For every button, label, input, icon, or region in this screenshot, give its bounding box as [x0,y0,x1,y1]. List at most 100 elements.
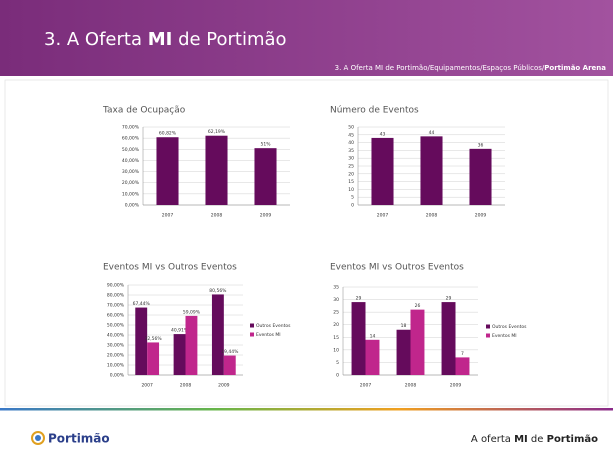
legend-label: Eventos MI [256,332,281,338]
legend-label: Outros Eventos [492,324,527,330]
data-label: 44 [429,130,435,136]
data-label: 80,56% [209,288,227,294]
y-tick-label: 50 [348,125,354,131]
y-tick-label: 20,00% [122,180,140,186]
header-band [0,0,613,76]
bar [441,302,456,375]
data-label: 60,82% [159,131,177,137]
legend-label: Outros Eventos [256,323,291,329]
data-label: 26 [415,303,421,309]
y-tick-label: 0,00% [125,203,140,209]
y-tick-label: 35 [333,285,339,291]
x-tick-label: 2009 [450,383,462,389]
data-label: 36 [478,142,484,148]
footer-line [0,408,613,411]
bar [351,302,366,375]
x-tick-label: 2009 [218,383,230,389]
bar [147,342,160,375]
data-label: 19,44% [221,349,239,355]
chart-title: Taxa de Ocupação [102,106,186,116]
footer-text: A oferta MI de Portimão [471,434,598,445]
footer-part: Portimão [547,434,599,445]
bar [254,148,277,205]
slide-title: 3. A Oferta MI de Portimão [44,29,287,50]
y-tick-label: 20,00% [107,353,125,359]
x-tick-label: 2009 [475,213,487,219]
bar [185,315,198,375]
y-tick-label: 10,00% [107,363,125,369]
y-tick-label: 25 [348,164,354,170]
logo-icon [31,431,45,445]
bar [396,329,411,375]
y-tick-label: 70,00% [107,303,125,309]
y-tick-label: 30,00% [107,343,125,349]
footer-part: MI [514,434,528,445]
y-tick-label: 10 [348,187,354,193]
y-tick-label: 70,00% [122,125,140,131]
legend-swatch [486,333,490,338]
footer-part: A oferta [471,434,514,445]
data-label: 29 [356,296,362,302]
x-tick-label: 2008 [426,213,438,219]
data-label: 62,19% [208,129,226,135]
title-part: de Portimão [172,29,286,50]
chart-title: Eventos MI vs Outros Eventos [330,263,464,273]
data-label: 67,44% [133,301,151,307]
x-tick-label: 2007 [141,383,153,389]
bar [371,137,394,205]
bar [365,339,380,375]
legend-label: Eventos MI [492,333,517,339]
breadcrumb-part: Portimão Arena [544,64,606,72]
breadcrumb: 3. A Oferta MI de Portimão/Equipamentos/… [335,64,607,72]
legend-swatch [250,332,254,337]
data-label: 59,09% [183,309,201,315]
x-tick-label: 2008 [180,383,192,389]
bar [173,334,186,375]
data-label: 51% [260,142,271,148]
legend-swatch [250,323,254,328]
y-tick-label: 15 [333,335,339,341]
title-part: MI [148,29,173,50]
y-tick-label: 25 [333,310,339,316]
chart-title: Eventos MI vs Outros Eventos [103,263,237,273]
y-tick-label: 40,00% [122,158,140,164]
logo-text: Portimão [48,432,110,446]
x-tick-label: 2007 [162,213,174,219]
bar [135,307,148,375]
y-tick-label: 35 [348,148,354,154]
bar [469,148,492,205]
y-tick-label: 80,00% [107,293,125,299]
y-tick-label: 10 [333,347,339,353]
y-tick-label: 60,00% [122,136,140,142]
breadcrumb-part: 3. A Oferta MI de Portimão/Equipamentos/… [335,64,545,72]
bar [223,355,236,375]
bar [420,136,443,205]
y-tick-label: 5 [351,195,354,201]
y-tick-label: 50,00% [107,323,125,329]
y-tick-label: 30 [333,297,339,303]
footer-part: de [528,434,547,445]
y-tick-label: 60,00% [107,313,125,319]
y-tick-label: 50,00% [122,147,140,153]
data-label: 18 [401,323,407,329]
y-tick-label: 40 [348,140,354,146]
y-tick-label: 15 [348,179,354,185]
data-label: 29 [446,296,452,302]
logo-icon [35,435,41,441]
bar [205,135,228,205]
y-tick-label: 30,00% [122,169,140,175]
x-tick-label: 2008 [405,383,417,389]
title-part: 3. A Oferta [44,29,148,50]
x-tick-label: 2009 [260,213,272,219]
legend-swatch [486,324,490,329]
y-tick-label: 45 [348,132,354,138]
x-tick-label: 2007 [360,383,372,389]
content-frame [4,79,609,407]
data-label: 7 [461,351,464,357]
data-label: 43 [380,131,386,137]
y-tick-label: 20 [348,171,354,177]
data-label: 40,91% [171,328,189,334]
y-tick-label: 40,00% [107,333,125,339]
